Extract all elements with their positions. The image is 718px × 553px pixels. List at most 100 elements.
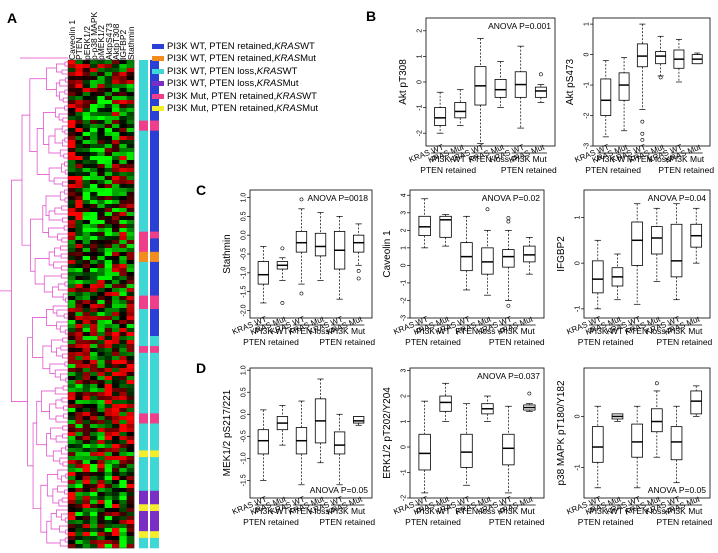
heatmap-cell bbox=[68, 260, 76, 265]
box-body bbox=[333, 431, 346, 455]
heatmap-cell bbox=[82, 60, 91, 65]
heatmap-cell bbox=[90, 288, 98, 293]
heatmap-cell bbox=[68, 464, 76, 469]
heatmap-cell bbox=[75, 260, 83, 265]
heatmap-cell bbox=[68, 152, 76, 157]
heatmap-cell bbox=[90, 116, 98, 121]
heatmap-cell bbox=[104, 540, 113, 545]
heatmap-cell bbox=[126, 516, 135, 521]
heatmap-cell bbox=[119, 528, 127, 533]
outlier-point bbox=[506, 219, 511, 224]
heatmap-cell bbox=[97, 428, 105, 433]
heatmap-cell bbox=[126, 268, 135, 273]
heatmap-cell bbox=[97, 132, 105, 137]
heatmap-cell bbox=[82, 528, 91, 533]
heatmap-cell bbox=[75, 312, 83, 317]
heatmap-cell bbox=[68, 216, 76, 221]
box-body bbox=[600, 78, 612, 116]
heatmap-cell bbox=[97, 168, 105, 173]
heatmap-cell bbox=[68, 276, 76, 281]
heatmap-cell bbox=[97, 308, 105, 313]
heatmap-cell bbox=[119, 112, 127, 117]
y-axis-label: p38 MAPK pT180/Y182 bbox=[556, 380, 567, 486]
box-5 bbox=[502, 405, 515, 494]
heatmap-cell bbox=[97, 408, 105, 413]
legend-swatch bbox=[152, 43, 164, 49]
heatmap-cell bbox=[126, 484, 135, 489]
heatmap-cell bbox=[68, 520, 76, 525]
heatmap-cell bbox=[119, 152, 127, 157]
heatmap-cell bbox=[126, 324, 135, 329]
heatmap-cell bbox=[119, 428, 127, 433]
heatmap-cell bbox=[75, 332, 83, 337]
heatmap-cell bbox=[82, 128, 91, 133]
heatmap-cell bbox=[119, 396, 127, 401]
heatmap-cell bbox=[75, 380, 83, 385]
box-3 bbox=[636, 23, 648, 142]
heatmap-cell bbox=[75, 304, 83, 309]
heatmap-cell bbox=[90, 400, 98, 405]
box-2 bbox=[276, 246, 289, 305]
box-body bbox=[502, 249, 515, 268]
heatmap-cell bbox=[82, 428, 91, 433]
heatmap-cell bbox=[104, 508, 113, 513]
heatmap-cell bbox=[112, 276, 120, 281]
heatmap-cell bbox=[75, 68, 83, 73]
heatmap-cell bbox=[97, 516, 105, 521]
heatmap-cell bbox=[68, 400, 76, 405]
heatmap-cell bbox=[126, 128, 135, 133]
heatmap-cell bbox=[75, 128, 83, 133]
heatmap-cell bbox=[90, 308, 98, 313]
heatmap-cell bbox=[126, 216, 135, 221]
heatmap-cell bbox=[112, 288, 120, 293]
heatmap-cell bbox=[119, 88, 127, 93]
heatmap-cell bbox=[112, 120, 120, 125]
heatmap-cell bbox=[104, 204, 113, 209]
y-tick-label: -2.0 bbox=[241, 304, 248, 316]
heatmap-cell bbox=[75, 296, 83, 301]
heatmap-cell bbox=[119, 424, 127, 429]
heatmap-cell bbox=[112, 444, 120, 449]
heatmap-cell bbox=[90, 120, 98, 125]
heatmap-cell bbox=[112, 176, 120, 181]
heatmap-cell bbox=[82, 368, 91, 373]
outlier-point bbox=[299, 197, 304, 202]
heatmap-cell bbox=[104, 108, 113, 113]
heatmap-cell bbox=[97, 116, 105, 121]
group-label-pi3k: PI3K WT bbox=[432, 154, 466, 164]
heatmap-cell bbox=[112, 412, 120, 417]
heatmap-cell bbox=[90, 132, 98, 137]
heatmap-cell bbox=[97, 248, 105, 253]
heatmap-cell bbox=[126, 192, 135, 197]
legend-item: PI3K WT, PTEN retained, KRAS Mut bbox=[152, 53, 362, 66]
heatmap-cell bbox=[104, 412, 113, 417]
heatmap-cell bbox=[104, 228, 113, 233]
heatmap-cell bbox=[119, 216, 127, 221]
group-label-pten: PTEN loss bbox=[455, 326, 495, 336]
heatmap-cell bbox=[104, 468, 113, 473]
group-label-pten: PTEN loss bbox=[289, 326, 329, 336]
heatmap-cell bbox=[68, 184, 76, 189]
heatmap-cell bbox=[97, 436, 105, 441]
group-label-pi3k: PI3K Mut bbox=[512, 154, 548, 164]
heatmap-cell bbox=[126, 340, 135, 345]
heatmap-cell bbox=[82, 408, 91, 413]
box-5 bbox=[514, 45, 527, 129]
anova-annotation: ANOVA P=0018 bbox=[307, 193, 368, 203]
heatmap-cell bbox=[119, 188, 127, 193]
heatmap-cell bbox=[104, 224, 113, 229]
group-label-pi3k: PI3K WT bbox=[589, 326, 623, 336]
heatmap-cell bbox=[112, 364, 120, 369]
heatmap-cell bbox=[82, 312, 91, 317]
heatmap-cell bbox=[68, 416, 76, 421]
heatmap-cell bbox=[68, 236, 76, 241]
heatmap-cell bbox=[82, 288, 91, 293]
heatmap-cell bbox=[112, 532, 120, 537]
heatmap-cell bbox=[126, 524, 135, 529]
heatmap-cell bbox=[104, 344, 113, 349]
heatmap-cell bbox=[104, 124, 113, 129]
heatmap-cell bbox=[112, 224, 120, 229]
heatmap-cell bbox=[126, 332, 135, 337]
group-bar-segment bbox=[150, 309, 159, 337]
